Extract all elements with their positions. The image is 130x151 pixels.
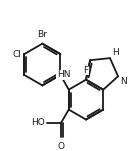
Text: O: O: [58, 142, 65, 151]
Text: Br: Br: [37, 30, 47, 39]
Text: HO: HO: [31, 118, 45, 127]
Text: F: F: [83, 66, 89, 75]
Text: N: N: [120, 77, 127, 86]
Text: H: H: [112, 48, 119, 57]
Text: HN: HN: [57, 71, 70, 79]
Text: Cl: Cl: [13, 50, 21, 59]
